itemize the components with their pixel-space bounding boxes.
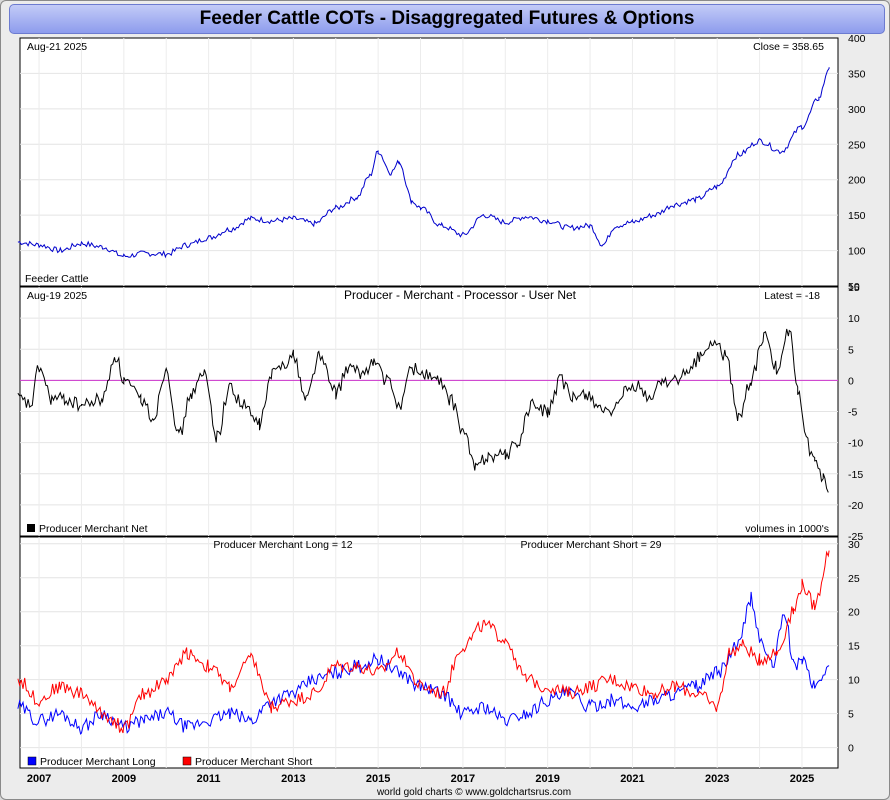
y-tick-label: 400	[848, 33, 866, 45]
y-tick-label: 100	[848, 246, 866, 258]
x-tick-label: 2009	[112, 773, 136, 785]
legend-swatch-net	[27, 524, 35, 532]
y-tick-label: 30	[848, 539, 860, 551]
footer-credit: world gold charts © www.goldchartsrus.co…	[376, 787, 571, 798]
y-tick-label: -20	[848, 500, 863, 512]
y-tick-label: 200	[848, 175, 866, 187]
y-tick-label: -25	[848, 531, 863, 543]
y-tick-label: 5	[848, 344, 854, 356]
series-line-net	[17, 328, 829, 493]
series-line-long	[17, 591, 830, 735]
y-tick-label: 10	[848, 313, 860, 325]
title-bar: Feeder Cattle COTs - Disaggregated Futur…	[9, 4, 885, 34]
legend-long-label: Producer Merchant Long	[40, 756, 156, 768]
y-tick-label: 150	[848, 210, 866, 222]
x-tick-label: 2013	[281, 773, 305, 785]
x-tick-label: 2011	[197, 773, 221, 785]
x-tick-label: 2023	[705, 773, 729, 785]
long-short-panel-plot-area	[19, 536, 839, 769]
y-tick-label: 300	[848, 104, 866, 116]
legend-net-label: Producer Merchant Net	[39, 523, 148, 535]
x-tick-label: 2025	[790, 773, 814, 785]
y-tick-label: -5	[848, 407, 857, 419]
legend-swatch-long	[27, 756, 37, 766]
y-tick-label: 50	[848, 281, 860, 293]
price-panel-plot-area	[19, 37, 839, 287]
chart-title: Feeder Cattle COTs - Disaggregated Futur…	[199, 8, 695, 29]
y-tick-label: 250	[848, 139, 866, 151]
y-tick-label: 350	[848, 68, 866, 80]
y-tick-label: -10	[848, 438, 863, 450]
y-tick-label: 0	[848, 743, 854, 755]
legend-swatch-short	[182, 756, 192, 766]
y-tick-label: 15	[848, 282, 860, 294]
x-tick-label: 2015	[366, 773, 390, 785]
net-latest-label: Latest = -18	[764, 290, 820, 302]
series-line-short	[17, 550, 830, 734]
y-tick-label: 5	[848, 709, 854, 721]
price-series-label: Feeder Cattle	[25, 273, 89, 285]
units-label: volumes in 1000's	[745, 523, 829, 535]
y-tick-label: 25	[848, 573, 860, 585]
y-tick-label: 20	[848, 607, 860, 619]
series-line-price	[17, 67, 830, 259]
x-tick-label: 2017	[451, 773, 475, 785]
y-tick-label: -15	[848, 469, 863, 481]
net-panel-title: Producer - Merchant - Processor - User N…	[344, 288, 577, 302]
x-tick-label: 2007	[27, 773, 51, 785]
net-date-label: Aug-19 2025	[27, 290, 87, 302]
short-value-label: Producer Merchant Short = 29	[521, 539, 662, 551]
price-date-label: Aug-21 2025	[27, 41, 87, 53]
y-tick-label: 15	[848, 641, 860, 653]
y-tick-label: 0	[848, 375, 854, 387]
x-tick-label: 2021	[620, 773, 644, 785]
price-close-label: Close = 358.65	[753, 41, 824, 53]
x-tick-label: 2019	[535, 773, 559, 785]
legend-short-label: Producer Merchant Short	[195, 756, 312, 768]
long-value-label: Producer Merchant Long = 12	[213, 539, 352, 551]
y-tick-label: 10	[848, 675, 860, 687]
